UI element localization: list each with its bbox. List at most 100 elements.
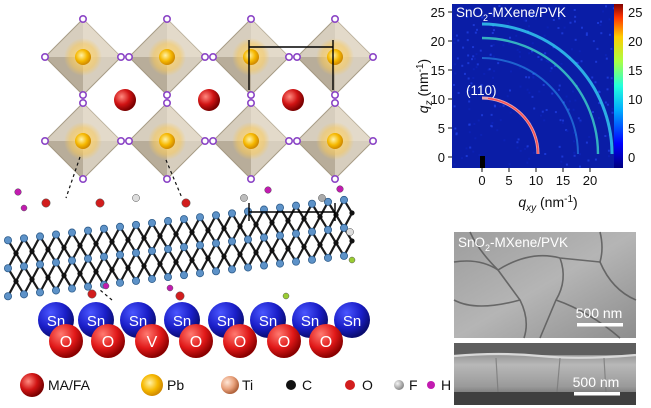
iodide-atom: [125, 137, 134, 146]
giwaxs-pixel: [568, 100, 571, 103]
sn-sphere: [334, 302, 370, 338]
iodide-atom: [330, 99, 339, 108]
legend-label: Pb: [167, 377, 184, 393]
sem-top-scale-label: 500 nm: [576, 305, 623, 321]
ti-atom: [339, 195, 348, 204]
ti-atom: [36, 232, 45, 241]
ti-atom: [227, 237, 236, 246]
giwaxs-pixel: [550, 67, 553, 70]
pbi6-octahedron: [44, 18, 122, 96]
c-atom: [157, 233, 163, 239]
iodide-atom: [247, 175, 256, 184]
giwaxs-pixel: [562, 119, 565, 122]
giwaxs-pixel: [472, 76, 475, 79]
giwaxs-colorbar-tick-label: 15: [628, 63, 642, 78]
iodide-atom: [292, 137, 301, 146]
ti-atom: [227, 209, 236, 218]
o-termination: [95, 198, 105, 208]
ti-atom: [291, 229, 300, 238]
o-sphere: [179, 324, 213, 358]
c-atom: [285, 246, 291, 252]
sn-label: Sn: [301, 313, 319, 330]
ti-atom: [163, 273, 172, 282]
c-atom: [77, 243, 83, 249]
ti-atom: [52, 258, 61, 267]
giwaxs-pixel: [479, 49, 482, 52]
c-atom: [221, 225, 227, 231]
c-atom: [237, 223, 243, 229]
c-atom: [77, 271, 83, 277]
giwaxs-pixel: [492, 29, 495, 32]
giwaxs-pixel: [517, 138, 520, 141]
giwaxs-pixel: [610, 47, 613, 50]
o-dot-icon: [345, 380, 355, 390]
giwaxs-pixel: [465, 155, 468, 158]
ti-atom: [100, 252, 109, 261]
ti-atom: [68, 228, 77, 237]
iodide-atom: [79, 99, 88, 108]
giwaxs-pixel: [566, 130, 569, 133]
giwaxs-pixel: [576, 61, 579, 64]
giwaxs-pixel: [551, 92, 554, 95]
giwaxs-pixel: [519, 85, 522, 88]
giwaxs-pixel: [594, 158, 597, 161]
giwaxs-pixel: [579, 120, 582, 123]
iodide-atom: [368, 137, 377, 146]
ti-atom: [116, 278, 125, 287]
ti-atom: [323, 225, 332, 234]
f-termination: [318, 194, 326, 202]
pbi6-octahedron: [212, 18, 290, 96]
c-atom: [253, 249, 259, 256]
giwaxs-pixel: [610, 77, 613, 80]
o-atom: O: [49, 324, 83, 358]
giwaxs-pixel: [540, 58, 543, 61]
giwaxs-pixel: [606, 88, 609, 91]
ti-atom: [211, 267, 220, 276]
ti-atom: [52, 230, 61, 239]
c-atom: [29, 276, 35, 282]
ti-atom: [84, 254, 93, 263]
c-atom: [237, 251, 243, 257]
giwaxs-pixel: [526, 88, 529, 91]
giwaxs-pixel: [519, 149, 522, 152]
ti-atom: [275, 259, 284, 268]
giwaxs-pixel: [554, 111, 557, 114]
giwaxs-pixel: [578, 50, 581, 53]
ti-atom: [4, 292, 12, 301]
o-sphere: [309, 324, 343, 358]
giwaxs-pixel: [560, 14, 563, 17]
sn-label: Sn: [259, 313, 277, 330]
giwaxs-pixel: [599, 23, 602, 26]
giwaxs-pixel: [585, 32, 588, 35]
legend-item: O: [345, 377, 373, 393]
giwaxs-pixel: [565, 129, 568, 132]
giwaxs-pixel: [572, 108, 575, 111]
giwaxs-pixel: [493, 70, 496, 73]
giwaxs-pixel: [472, 46, 475, 49]
giwaxs-pixel: [604, 54, 607, 57]
giwaxs-pixel: [598, 91, 601, 94]
c-atom: [221, 253, 227, 259]
giwaxs-pixel: [578, 165, 581, 168]
giwaxs-pixel: [508, 89, 511, 92]
giwaxs-pixel: [559, 119, 562, 122]
ma-fa-sphere-icon: [20, 373, 44, 397]
giwaxs-plot-area: [452, 4, 614, 168]
giwaxs-pixel: [557, 88, 560, 91]
giwaxs-pixel: [592, 40, 595, 43]
perovskite-octahedra-layer: [40, 15, 377, 184]
sem-cross-top-layer: [454, 343, 636, 355]
f-termination: [348, 256, 356, 264]
giwaxs-axes: 0 5 10 15 20 0 5 10 15 20 25: [431, 5, 598, 188]
giwaxs-pixel: [469, 146, 472, 149]
iodide-atom: [125, 52, 134, 61]
giwaxs-pixel: [596, 47, 599, 50]
ti-atom: [211, 239, 220, 248]
ti-atom: [52, 286, 61, 295]
giwaxs-pixel: [472, 68, 475, 71]
giwaxs-pixel: [604, 101, 607, 104]
sn-atom: Sn: [334, 302, 370, 338]
iodide-atom: [247, 91, 256, 100]
c-atom: [349, 238, 355, 244]
o-termination: [181, 198, 191, 208]
